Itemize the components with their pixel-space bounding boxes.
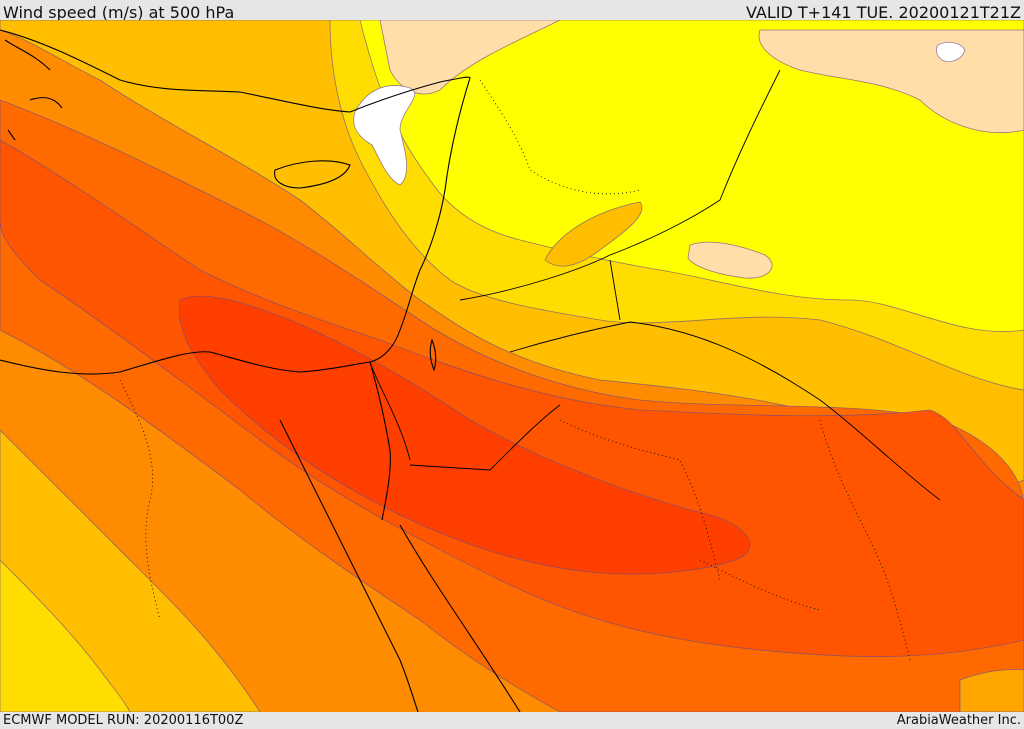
footer-bar: ECMWF MODEL RUN: 20200116T00Z ArabiaWeat… (0, 712, 1024, 729)
boundary-dotted-1 (119, 379, 161, 621)
coastline-cyprus (274, 160, 351, 189)
band-very-strong (0, 139, 1024, 657)
coastlines (0, 29, 521, 712)
band-calm-north (379, 20, 561, 95)
coastline-aegean-islands (4, 39, 63, 141)
coastline-red-sea-west (279, 419, 419, 712)
boundary-dotted-3 (479, 79, 641, 195)
map-title: Wind speed (m/s) at 500 hPa (3, 3, 235, 22)
header-bar: Wind speed (m/s) at 500 hPa VALID T+141 … (0, 0, 1024, 22)
internal-boundaries (119, 79, 911, 661)
border-sinai (369, 361, 411, 461)
band-minimum-east (935, 41, 966, 62)
credit-label: ArabiaWeather Inc. (896, 713, 1021, 728)
borders (369, 69, 941, 501)
coastline-red-sea-east (399, 524, 521, 712)
coastline-egypt-north (0, 351, 371, 375)
border-jordan-saudi (509, 321, 941, 501)
band-peak (178, 295, 751, 575)
coastline-turkey (0, 29, 471, 113)
valid-time-label: VALID T+141 TUE. 20200121T21Z (745, 3, 1021, 22)
band-se-moderate (959, 669, 1024, 712)
border-syria-iraq (459, 69, 781, 301)
band-calm-center (687, 241, 773, 279)
band-moderate-east-blob (544, 201, 643, 267)
band-minimum (353, 85, 416, 186)
border-egypt-sudan (609, 259, 621, 321)
band-sw-low (0, 559, 131, 712)
model-run-label: ECMWF MODEL RUN: 20200116T00Z (3, 713, 244, 728)
coastline-levant (369, 77, 471, 363)
border-egypt-saudi (409, 404, 561, 471)
coastline-dead-sea (429, 338, 437, 372)
coastline-gulf-of-suez (369, 361, 391, 521)
band-weak (359, 20, 1024, 332)
boundary-dotted-5 (699, 559, 821, 611)
weather-map[interactable] (0, 20, 1024, 712)
wind-speed-field (0, 20, 1024, 712)
